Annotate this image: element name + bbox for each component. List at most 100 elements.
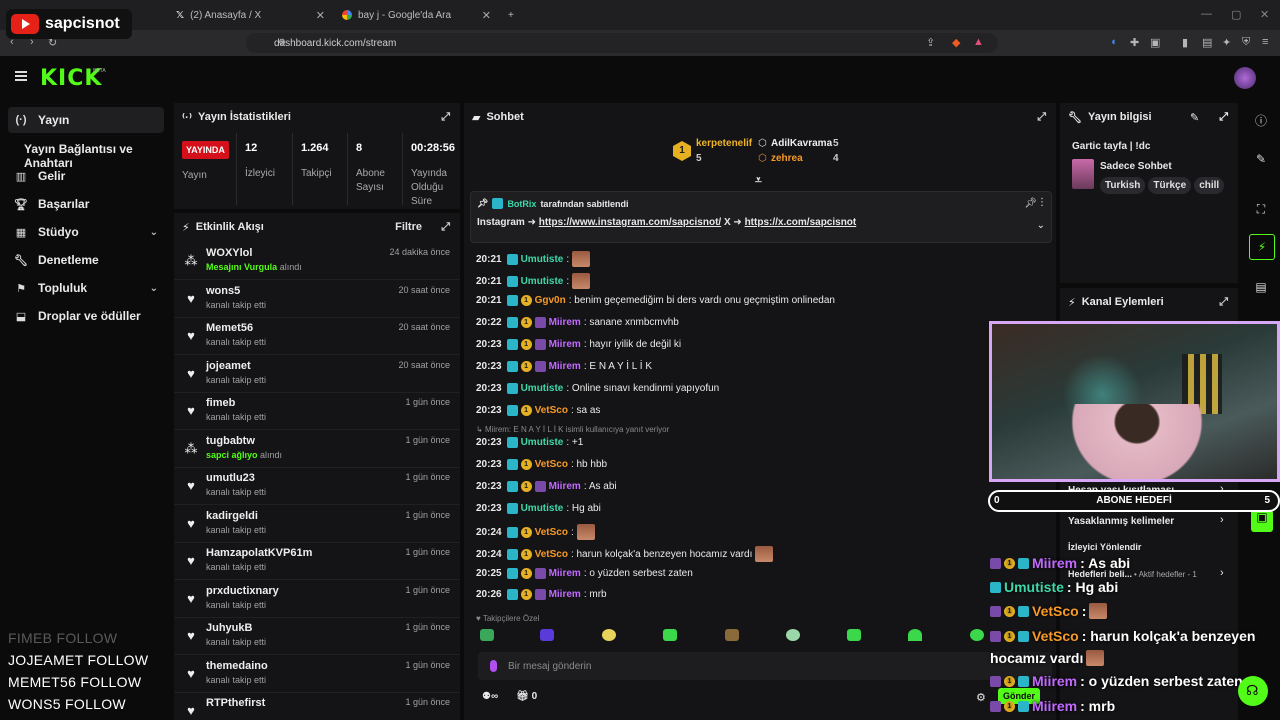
message-user[interactable]: Ggv0n bbox=[534, 295, 566, 306]
activity-row[interactable]: ♥ Memet56 kanalı takip etti 20 saat önce bbox=[174, 318, 460, 355]
chat-message[interactable]: 20:21 1 Ggv0n: benim geçemediğim bi ders v… bbox=[476, 295, 835, 306]
user-avatar[interactable] bbox=[1234, 67, 1256, 89]
leader-name[interactable]: kerpetenelif bbox=[696, 138, 753, 149]
maximize-icon[interactable]: ▢ bbox=[1231, 9, 1242, 21]
emote-icon[interactable] bbox=[725, 629, 739, 641]
sidebar-item-droplar[interactable]: ⬓ Droplar ve ödüller bbox=[8, 303, 164, 329]
forward-icon[interactable]: › bbox=[30, 36, 34, 48]
sidebar-item-gelir[interactable]: ▥ Gelir bbox=[8, 163, 164, 189]
audio-icon[interactable]: ◖ bbox=[1110, 36, 1117, 48]
chevron-down-icon[interactable]: ⌄ bbox=[1036, 220, 1045, 231]
tag[interactable]: chill bbox=[1194, 177, 1225, 194]
emote-icon[interactable] bbox=[908, 629, 922, 641]
chat-message[interactable]: 20:23 Umutiste: Online sınavı kendinmi ya… bbox=[476, 383, 719, 394]
x-link[interactable]: https://x.com/sapcisnot bbox=[744, 217, 857, 228]
message-user[interactable]: Miirem bbox=[548, 317, 581, 328]
brave-shield-icon[interactable]: ◆ bbox=[952, 37, 961, 49]
tag[interactable]: Turkish bbox=[1100, 177, 1146, 194]
activity-user[interactable]: JuhyukB bbox=[206, 622, 253, 634]
activity-row[interactable]: ♥ umutlu23 kanalı takip etti 1 gün önce bbox=[174, 468, 460, 505]
emote-icon[interactable] bbox=[970, 629, 984, 641]
activity-row[interactable]: ♥ RTPthefirst 1 gün önce bbox=[174, 693, 460, 720]
activity-row[interactable]: ♥ JuhyukB kanalı takip etti 1 gün önce bbox=[174, 618, 460, 655]
chat-message[interactable]: 20:24 1 VetSco: harun kolçak'a benzeyen ho… bbox=[476, 546, 774, 562]
chat-message[interactable]: 20:21 Umutiste: bbox=[476, 273, 591, 289]
notes-icon[interactable]: ▤ bbox=[1255, 280, 1267, 294]
expand-icon[interactable]: ⤢ bbox=[441, 110, 450, 123]
new-tab-button[interactable]: + bbox=[500, 4, 520, 26]
activity-row[interactable]: ♥ HamzapolatKVP61m kanalı takip etti 1 gün … bbox=[174, 543, 460, 580]
sidebar-toggle-icon[interactable]: ▮ bbox=[1182, 37, 1189, 49]
chat-message[interactable]: 20:26 1 Miirem: mrb bbox=[476, 589, 607, 600]
pinned-by[interactable]: BotRix bbox=[507, 198, 537, 209]
message-user[interactable]: Miirem bbox=[548, 339, 581, 350]
message-user[interactable]: Miirem bbox=[548, 568, 581, 579]
close-icon[interactable]: ✕ bbox=[481, 9, 491, 22]
activity-user[interactable]: kadirgeldi bbox=[206, 509, 258, 522]
message-user[interactable]: VetSco bbox=[534, 526, 568, 538]
filter-button[interactable]: Filtre bbox=[395, 221, 422, 233]
activity-user[interactable]: Memet56 bbox=[206, 322, 254, 334]
edit-icon[interactable]: ✎ bbox=[1189, 111, 1200, 124]
leo-icon[interactable]: ✦ bbox=[1222, 37, 1232, 49]
capture-icon[interactable]: ⛶ bbox=[1256, 202, 1266, 216]
activity-row[interactable]: ♥ fimeb kanalı takip etti 1 gün önce bbox=[174, 393, 460, 430]
chat-message[interactable]: 20:23 Umutiste: Hg abi bbox=[476, 503, 601, 514]
emote-icon[interactable] bbox=[663, 629, 677, 641]
expand-icon[interactable]: ⤢ bbox=[1037, 110, 1046, 123]
message-user[interactable]: Miirem bbox=[548, 361, 581, 372]
activity-user[interactable]: wons5 bbox=[206, 284, 241, 297]
collapse-icon[interactable]: ⩡ bbox=[755, 173, 762, 187]
back-icon[interactable]: ‹ bbox=[10, 36, 14, 48]
activity-row[interactable]: ⁂ WOXYlol Mesajını Vurgula alındı 24 dakika… bbox=[174, 243, 460, 280]
message-user[interactable]: Umutiste bbox=[520, 383, 564, 394]
microphone-icon[interactable] bbox=[490, 660, 497, 672]
emote-icon[interactable] bbox=[786, 629, 800, 641]
activity-user[interactable]: themedaino bbox=[206, 659, 268, 672]
activity-row[interactable]: ♥ themedaino kanalı takip etti 1 gün önce bbox=[174, 656, 460, 693]
downloads-icon[interactable]: ▣ bbox=[1150, 37, 1161, 49]
reload-icon[interactable]: ↻ bbox=[48, 37, 58, 49]
unpin-icon[interactable]: 📌︎ bbox=[1024, 198, 1037, 209]
activity-row[interactable]: ♥ jojeamet kanalı takip etti 20 saat önce bbox=[174, 356, 460, 393]
tag[interactable]: Türkçe bbox=[1148, 177, 1192, 194]
activity-row[interactable]: ♥ wons5 kanalı takip etti 20 saat önce bbox=[174, 281, 460, 318]
activity-user[interactable]: tugbabtw bbox=[206, 434, 255, 447]
sidebar-item-stream-key[interactable]: Yayın Bağlantısı ve Anahtarı bbox=[24, 142, 170, 170]
category-thumbnail[interactable] bbox=[1072, 159, 1094, 189]
activity-user[interactable]: prxductixnary bbox=[206, 584, 279, 597]
activity-row[interactable]: ⁂ tugbabtw sapci ağlıyo alındı 1 gün önce bbox=[174, 431, 460, 468]
chat-message[interactable]: 20:23 1 Miirem: As abi bbox=[476, 481, 617, 492]
message-user[interactable]: Umutiste bbox=[520, 503, 564, 514]
activity-user[interactable]: jojeamet bbox=[206, 359, 251, 372]
expand-icon[interactable]: ⤢ bbox=[1219, 295, 1228, 308]
emote-icon[interactable] bbox=[480, 629, 494, 641]
chat-message[interactable]: 20:23 1 Miirem: hayır iyilik de değil ki bbox=[476, 339, 681, 350]
chat-settings-icon[interactable]: ⚙ bbox=[976, 692, 986, 704]
activity-user[interactable]: WOXYlol bbox=[206, 247, 253, 259]
share-icon[interactable]: ⇪ bbox=[926, 37, 936, 49]
chat-message[interactable]: 20:23 Umutiste: +1 bbox=[476, 437, 583, 448]
sidebar-item-denetleme[interactable]: 🔧︎ Denetleme bbox=[8, 247, 164, 273]
emote-icon[interactable] bbox=[602, 629, 616, 641]
activity-row[interactable]: ♥ kadirgeldi kanalı takip etti 1 gün önce bbox=[174, 506, 460, 543]
chat-message[interactable]: 20:23 1 VetSco: sa as bbox=[476, 405, 600, 416]
message-user[interactable]: Miirem bbox=[548, 481, 581, 492]
activity-user[interactable]: HamzapolatKVP61m bbox=[206, 547, 313, 559]
mod-icon[interactable]: ▣ bbox=[1251, 510, 1273, 532]
chat-message[interactable]: 20:25 1 Miirem: o yüzden serbest zaten bbox=[476, 568, 693, 579]
sidebar-item-studyo[interactable]: ▦ Stüdyo ⌄ bbox=[8, 219, 164, 245]
action-goals[interactable]: Hedefleri beli... bbox=[1068, 569, 1133, 579]
category-name[interactable]: Sadece Sohbet bbox=[1100, 161, 1172, 172]
sidebar-item-basarilar[interactable]: 🏆︎ Başarılar bbox=[8, 191, 164, 217]
message-user[interactable]: VetSco bbox=[534, 405, 568, 416]
extensions-icon[interactable]: ✚ bbox=[1130, 37, 1140, 49]
infinity-points-icon[interactable]: ⚉∞ bbox=[482, 691, 499, 702]
quick-actions-icon[interactable]: ⚡︎ bbox=[1249, 234, 1275, 260]
activity-user[interactable]: RTPthefirst bbox=[206, 697, 266, 709]
support-chat-button[interactable]: ☊ bbox=[1238, 676, 1268, 706]
chat-input[interactable]: Bir mesaj gönderin bbox=[478, 652, 1052, 680]
message-user[interactable]: Umutiste bbox=[520, 253, 564, 265]
send-button[interactable]: Gönder bbox=[998, 688, 1040, 704]
vpn-icon[interactable]: ⛨ bbox=[1242, 36, 1251, 48]
